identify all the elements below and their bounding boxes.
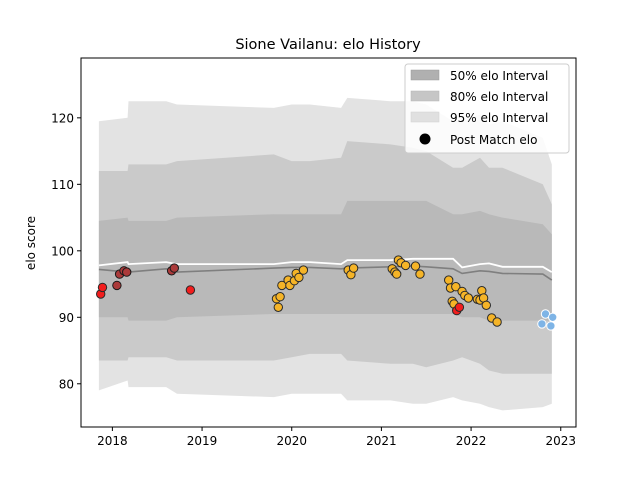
post-match-point [122,267,132,277]
legend-swatch-50 [410,69,440,81]
y-tick-label: 80 [59,377,74,391]
post-match-point [97,282,108,293]
y-tick-label: 120 [51,111,74,125]
legend-frame [404,63,570,154]
legend-label-95: 95% elo Interval [450,111,548,125]
legend: 50% elo Interval 80% elo Interval 95% el… [404,63,570,154]
post-match-point [451,282,461,292]
post-match-point [444,275,454,285]
post-match-point [298,265,309,275]
plot-area: 2018 2019 2020 2021 2022 2023 80 90 100 110 120 [51,57,577,448]
post-match-point [275,292,285,302]
x-tick-label: 2018 [97,434,128,448]
post-match-point [537,319,547,329]
legend-label-50: 50% elo Interval [450,69,548,83]
post-match-point [112,280,122,291]
x-tick-label: 2021 [366,434,397,448]
post-match-point [392,269,402,279]
post-match-point [492,317,502,327]
post-match-point [415,269,425,279]
legend-swatch-80 [410,90,440,102]
legend-label-post-match: Post Match elo [450,133,537,147]
post-match-point [546,321,556,331]
post-match-point [463,293,474,303]
post-match-point [454,302,465,312]
band-50-interval [98,200,552,321]
legend-label-80: 80% elo Interval [450,90,548,104]
post-match-point [410,261,421,271]
x-tick-label: 2022 [456,434,487,448]
post-match-point [400,260,411,271]
post-match-point [548,312,558,322]
post-match-point [348,263,359,273]
legend-swatch-95 [410,111,440,123]
axes-frame [80,57,577,428]
y-tick-label: 90 [59,311,74,325]
x-tick-label: 2019 [187,434,218,448]
upper-elo-line [98,257,553,273]
x-tick-label: 2020 [276,434,307,448]
post-match-point [169,263,180,273]
y-tick-label: 110 [51,178,74,192]
post-match-point [481,300,491,310]
y-axis-label: elo score [24,216,38,270]
post-match-point [294,272,304,283]
x-tick-label: 2023 [545,434,576,448]
post-match-point [185,285,196,295]
legend-marker-post-match [419,133,431,145]
chart-title: Sione Vailanu: elo History [235,37,421,53]
y-tick-label: 100 [51,244,74,258]
post-match-point [273,302,283,312]
